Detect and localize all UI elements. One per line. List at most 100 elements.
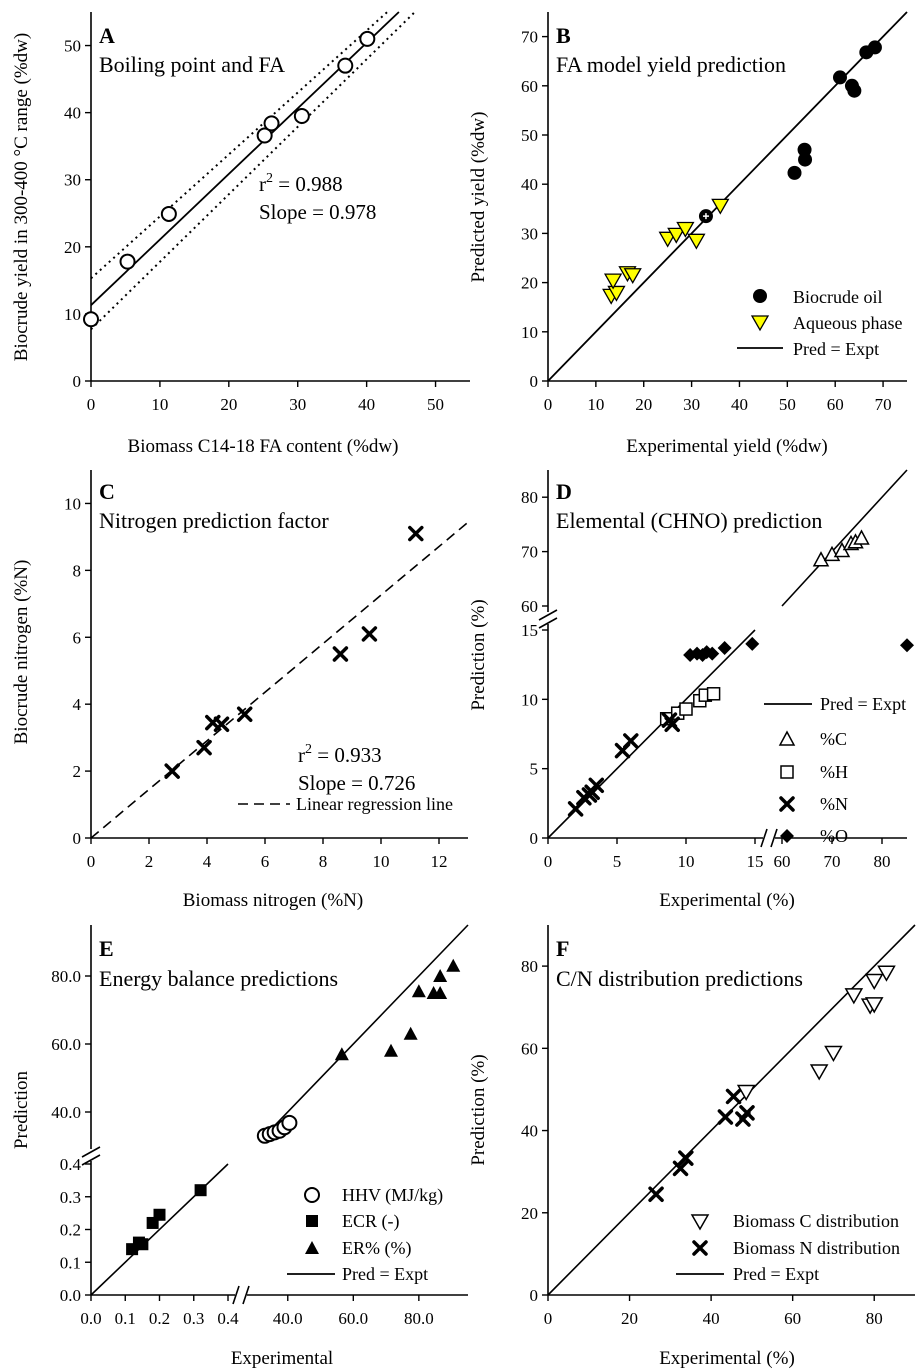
x-axis-label: Experimental (%) — [659, 890, 795, 911]
panel-c-x-tick-label: 6 — [261, 852, 270, 871]
panel-e-y-tick-label: 0.0 — [60, 1286, 81, 1305]
panel-d-x-tick-label: 60 — [774, 852, 791, 871]
panel-a-point — [256, 127, 273, 144]
panel-a-y-tick-label: 0 — [73, 372, 82, 391]
panel-e-hhv-point — [281, 1114, 298, 1131]
panel-c-x-tick-label: 0 — [87, 852, 96, 871]
panel-b-x-tick-label: 10 — [587, 395, 604, 414]
panel-d-point — [853, 529, 870, 545]
panel-c-y-tick-label: 6 — [73, 628, 82, 647]
panel-a-y-tick-label: 20 — [64, 238, 81, 257]
panel-title: Nitrogen prediction factor — [99, 508, 329, 533]
panel-f-c-point — [736, 1084, 756, 1102]
legend-aqueous-marker — [750, 315, 770, 332]
legend-label: %N — [820, 794, 848, 814]
panel-a-point — [83, 311, 99, 328]
y-axis-label: Biocrude yield in 300-400 °C range (%dw) — [11, 33, 32, 361]
panel-letter: C — [99, 479, 115, 504]
panel-b-biocrude-point — [787, 165, 802, 180]
panel-b-aqueous-point — [676, 221, 695, 238]
panel-a-point — [119, 253, 136, 270]
legend-ecr-marker — [306, 1215, 318, 1227]
panel-f-c-point — [864, 973, 884, 991]
panel-a-x-tick-label: 50 — [427, 395, 444, 414]
legend-label: %C — [820, 729, 847, 749]
legend-o-marker — [780, 829, 794, 843]
panel-f-x-tick-label: 80 — [866, 1309, 883, 1328]
panel-a-y-tick-label: 10 — [64, 305, 81, 324]
panel-d-point — [581, 787, 598, 803]
x-axis-label: Biomass nitrogen (%N) — [183, 890, 363, 911]
panel-e-y-tick-label: 0.3 — [60, 1188, 81, 1207]
panel-e-y-tick-label: 80.0 — [51, 967, 81, 986]
legend-c-marker — [690, 1214, 710, 1231]
panel-e-break-mark — [232, 1285, 240, 1305]
panel-a-point — [337, 57, 354, 74]
panel-b-y-tick-label: 30 — [521, 224, 538, 243]
panel-title: Boiling point and FA — [99, 52, 285, 77]
panel-b-x-tick-label: 70 — [875, 395, 892, 414]
panel-f-c-point — [877, 965, 896, 982]
panel-e-er-point — [383, 1043, 398, 1057]
panel-b-x-tick-label: 40 — [731, 395, 748, 414]
panel-b-y-tick-label: 40 — [521, 175, 538, 194]
y-axis-label: Prediction (%) — [468, 1054, 489, 1165]
panel-f-x-tick-label: 40 — [703, 1309, 720, 1328]
legend-h-marker — [780, 765, 794, 779]
panel-e-identity-line-high — [274, 924, 469, 1127]
panel-b-aqueous-point — [658, 231, 677, 248]
panel-d-y-tick-label: 60 — [521, 597, 538, 616]
panel-e-er-point — [403, 1026, 418, 1040]
panel-a-y-tick-label: 40 — [64, 104, 81, 123]
panel-f-n-point — [717, 1109, 734, 1125]
panel-b-biocrude-point — [698, 209, 713, 224]
panel-f-c-point — [864, 997, 884, 1014]
legend-label: %H — [820, 762, 848, 782]
panel-title: Energy balance predictions — [99, 966, 338, 991]
panel-d-break-mark — [538, 609, 558, 621]
panel-b-aqueous-point — [711, 198, 730, 215]
legend-er-marker — [305, 1241, 319, 1254]
panel-c-point — [236, 706, 253, 722]
panel-e-x-tick-label: 0.3 — [183, 1309, 204, 1328]
panel-letter: A — [99, 23, 115, 48]
panel-b-biocrude-point — [832, 70, 847, 85]
panel-b-biocrude-point — [867, 40, 882, 55]
panel-f-c-point — [809, 1064, 829, 1081]
panel-a-x-tick-label: 40 — [358, 395, 375, 414]
panel-f-c-point — [844, 988, 864, 1005]
panel-d-x-tick-label: 5 — [613, 852, 622, 871]
legend-label: ECR (-) — [342, 1211, 400, 1232]
panel-a-point — [293, 107, 310, 124]
legend-label: Pred = Expt — [820, 694, 906, 714]
legend-label: Linear regression line — [296, 794, 453, 814]
panel-b-y-tick-label: 20 — [521, 274, 538, 293]
legend-label: Aqueous phase — [793, 313, 902, 333]
panel-letter: D — [556, 479, 572, 504]
legend-c-marker — [778, 730, 796, 746]
circle-plus-cross — [702, 213, 709, 220]
panel-d-y-tick-label: 5 — [530, 760, 539, 779]
panel-b-y-tick-label: 70 — [521, 28, 538, 47]
legend-n-marker — [779, 796, 795, 812]
panel-d-point — [705, 646, 720, 661]
panel-a-confidence-line — [90, 11, 388, 280]
panel-e-x-tick-label: 0.0 — [80, 1309, 101, 1328]
panel-c-point — [196, 739, 212, 756]
panel-a-slope-annotation: Slope = 0.978 — [259, 200, 376, 224]
panel-d-x-tick-label: 70 — [824, 852, 841, 871]
panel-b-biocrude-point — [797, 142, 812, 157]
panel-f-c-point — [824, 1045, 843, 1062]
panel-b-x-tick-label: 0 — [544, 395, 553, 414]
panel-d-x-tick-label: 80 — [874, 852, 891, 871]
panel-b-y-tick-label: 0 — [530, 372, 539, 391]
panel-d-y-tick-label: 10 — [521, 690, 538, 709]
panel-e-break-mark — [81, 1146, 101, 1158]
panel-e-x-tick-label: 0.2 — [149, 1309, 170, 1328]
x-axis-label: Experimental — [231, 1348, 333, 1369]
panel-b-identity-line — [547, 11, 908, 382]
panel-f-n-point — [678, 1150, 694, 1166]
panel-e-x-tick-label: 0.1 — [115, 1309, 136, 1328]
panel-e-x-tick-label: 40.0 — [273, 1309, 303, 1328]
